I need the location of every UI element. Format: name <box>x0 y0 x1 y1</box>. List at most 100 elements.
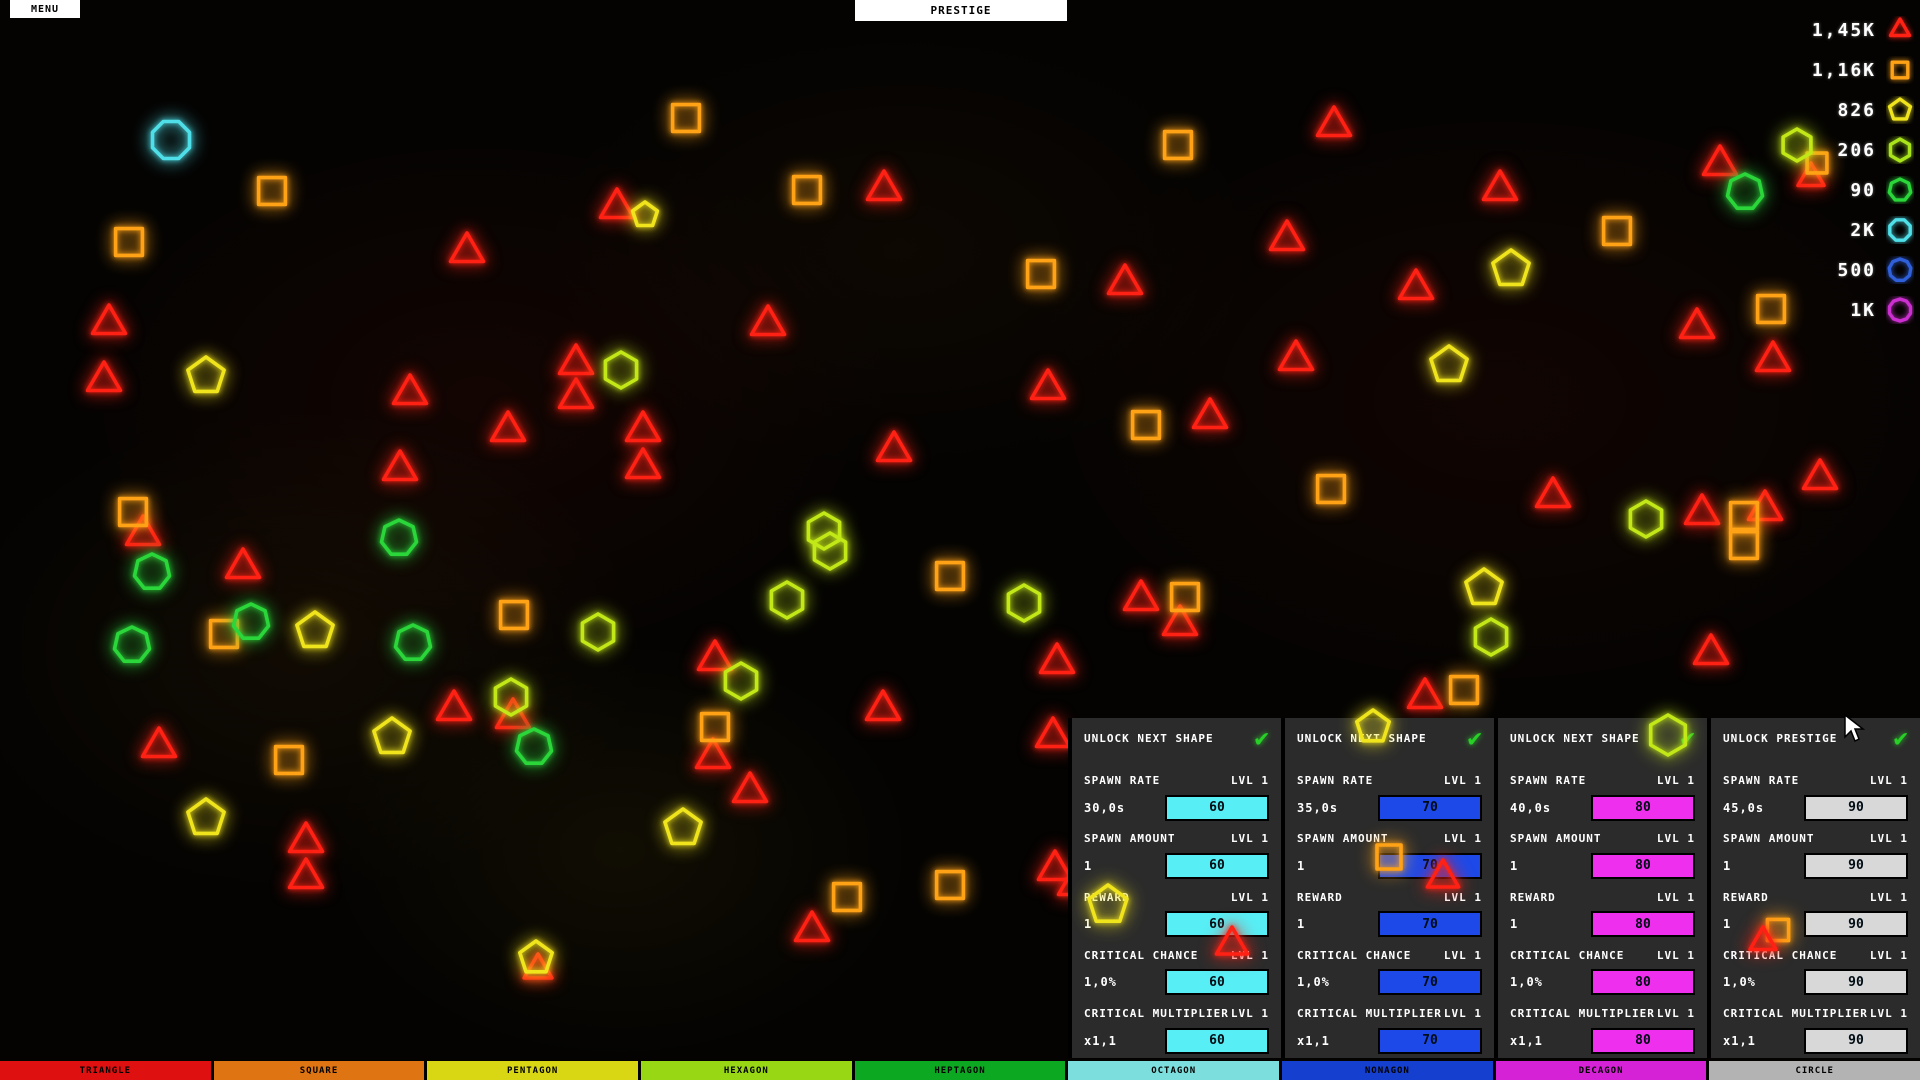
heptagon-shape[interactable] <box>514 727 554 766</box>
tab-circle[interactable]: CIRCLE <box>1709 1061 1920 1080</box>
pentagon-shape[interactable] <box>630 200 660 228</box>
buy-critical-chance-button[interactable]: 80 <box>1591 969 1695 996</box>
buy-critical-chance-button[interactable]: 60 <box>1165 969 1269 996</box>
pentagon-shape[interactable] <box>372 716 412 755</box>
hexagon-shape[interactable] <box>806 511 842 551</box>
triangle-shape[interactable] <box>694 737 732 770</box>
triangle-shape[interactable] <box>1038 642 1076 675</box>
square-shape[interactable] <box>1755 293 1787 325</box>
hexagon-shape[interactable] <box>493 677 529 717</box>
triangle-shape[interactable] <box>90 303 128 336</box>
hexagon-shape[interactable] <box>723 661 759 701</box>
hexagon-shape[interactable] <box>769 580 805 620</box>
heptagon-shape[interactable] <box>132 552 172 591</box>
triangle-shape[interactable] <box>381 449 419 482</box>
triangle-shape[interactable] <box>522 952 554 980</box>
pentagon-shape[interactable] <box>186 355 226 394</box>
triangle-shape[interactable] <box>1678 307 1716 340</box>
tab-decagon[interactable]: DECAGON <box>1495 1061 1707 1080</box>
triangle-shape[interactable] <box>391 373 429 406</box>
triangle-shape[interactable] <box>1034 716 1072 749</box>
triangle-shape[interactable] <box>448 231 486 264</box>
square-shape[interactable] <box>1315 473 1347 505</box>
buy-critical-multiplier-button[interactable]: 90 <box>1804 1027 1908 1054</box>
triangle-shape[interactable] <box>1406 677 1444 710</box>
triangle-shape[interactable] <box>1746 489 1784 522</box>
hexagon-shape[interactable] <box>1473 617 1509 657</box>
buy-spawn-amount-button[interactable]: 90 <box>1804 852 1908 879</box>
buy-spawn-rate-button[interactable]: 80 <box>1591 794 1695 821</box>
buy-spawn-amount-button[interactable]: 80 <box>1591 852 1695 879</box>
square-shape[interactable] <box>1728 500 1760 532</box>
hexagon-shape[interactable] <box>1781 127 1813 163</box>
triangle-shape[interactable] <box>1106 263 1144 296</box>
triangle-shape[interactable] <box>1029 368 1067 401</box>
triangle-shape[interactable] <box>1277 339 1315 372</box>
hexagon-shape[interactable] <box>603 350 639 390</box>
tab-heptagon[interactable]: HEPTAGON <box>854 1061 1066 1080</box>
hexagon-shape[interactable] <box>812 531 848 571</box>
buy-spawn-amount-button[interactable]: 70 <box>1378 852 1482 879</box>
triangle-shape[interactable] <box>1683 493 1721 526</box>
triangle-shape[interactable] <box>731 771 769 804</box>
square-shape[interactable] <box>1162 129 1194 161</box>
triangle-shape[interactable] <box>287 857 325 890</box>
heptagon-shape[interactable] <box>231 602 271 641</box>
triangle-shape[interactable] <box>1692 633 1730 666</box>
buy-spawn-rate-button[interactable]: 60 <box>1165 794 1269 821</box>
square-shape[interactable] <box>498 599 530 631</box>
square-shape[interactable] <box>831 881 863 913</box>
tab-hexagon[interactable]: HEXAGON <box>641 1061 852 1080</box>
buy-critical-chance-button[interactable]: 70 <box>1378 969 1482 996</box>
triangle-shape[interactable] <box>1534 476 1572 509</box>
square-shape[interactable] <box>670 102 702 134</box>
triangle-shape[interactable] <box>875 430 913 463</box>
tab-pentagon[interactable]: PENTAGON <box>427 1061 639 1080</box>
square-shape[interactable] <box>256 175 288 207</box>
triangle-shape[interactable] <box>1191 397 1229 430</box>
square-shape[interactable] <box>1601 215 1633 247</box>
square-shape[interactable] <box>934 869 966 901</box>
hexagon-shape[interactable] <box>580 612 616 652</box>
pentagon-shape[interactable] <box>517 939 555 974</box>
buy-spawn-amount-button[interactable]: 60 <box>1165 852 1269 879</box>
hexagon-shape[interactable] <box>1006 583 1042 623</box>
square-shape[interactable] <box>934 560 966 592</box>
triangle-shape[interactable] <box>140 726 178 759</box>
square-shape[interactable] <box>273 744 305 776</box>
triangle-shape[interactable] <box>435 689 473 722</box>
square-shape[interactable] <box>1805 151 1829 175</box>
square-shape[interactable] <box>1025 258 1057 290</box>
pentagon-shape[interactable] <box>186 797 226 836</box>
square-shape[interactable] <box>1169 581 1201 613</box>
square-shape[interactable] <box>117 496 149 528</box>
triangle-shape[interactable] <box>696 639 734 672</box>
buy-reward-button[interactable]: 60 <box>1165 911 1269 938</box>
triangle-shape[interactable] <box>1754 340 1792 373</box>
buy-critical-multiplier-button[interactable]: 70 <box>1378 1027 1482 1054</box>
prestige-button[interactable]: PRESTIGE <box>855 0 1067 21</box>
triangle-shape[interactable] <box>598 187 636 220</box>
buy-spawn-rate-button[interactable]: 90 <box>1804 794 1908 821</box>
pentagon-shape[interactable] <box>1464 567 1504 606</box>
triangle-shape[interactable] <box>287 821 325 854</box>
triangle-shape[interactable] <box>557 343 595 376</box>
square-shape[interactable] <box>1448 674 1480 706</box>
triangle-shape[interactable] <box>489 410 527 443</box>
tab-octagon[interactable]: OCTAGON <box>1068 1061 1280 1080</box>
triangle-shape[interactable] <box>1397 268 1435 301</box>
buy-reward-button[interactable]: 70 <box>1378 911 1482 938</box>
triangle-shape[interactable] <box>1036 849 1074 882</box>
square-shape[interactable] <box>699 711 731 743</box>
heptagon-shape[interactable] <box>1725 172 1765 210</box>
triangle-shape[interactable] <box>1161 604 1199 637</box>
pentagon-shape[interactable] <box>1429 344 1469 383</box>
heptagon-shape[interactable] <box>393 623 433 662</box>
buy-critical-chance-button[interactable]: 90 <box>1804 969 1908 996</box>
square-shape[interactable] <box>791 174 823 206</box>
pentagon-shape[interactable] <box>1491 248 1531 287</box>
octagon-shape[interactable] <box>150 119 192 161</box>
hexagon-shape[interactable] <box>1628 499 1664 539</box>
buy-spawn-rate-button[interactable]: 70 <box>1378 794 1482 821</box>
tab-square[interactable]: SQUARE <box>213 1061 425 1080</box>
